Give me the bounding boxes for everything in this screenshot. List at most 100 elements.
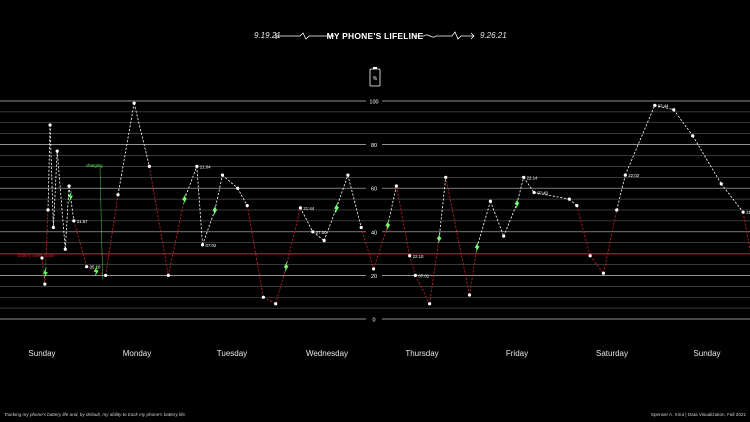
battery-icon-tip [373, 67, 377, 69]
series-segment [692, 135, 722, 185]
series-segment [323, 207, 337, 241]
y-tick-label: 100 [369, 100, 378, 106]
end-date: 9.26.21 [480, 31, 507, 40]
data-point [195, 164, 199, 168]
series-segment [534, 192, 570, 200]
series-segment [568, 198, 578, 206]
annotation-leader [99, 167, 103, 280]
chart-title: MY PHONE'S LIFELINE [326, 31, 424, 41]
series-segment [624, 105, 656, 176]
data-point [67, 184, 71, 188]
charging-bolt-icon [283, 260, 289, 273]
data-point [428, 302, 432, 306]
series-segment [673, 109, 694, 137]
series-segment [73, 220, 88, 267]
data-point [43, 282, 47, 286]
time-label: 21:57 [77, 219, 88, 224]
data-point [502, 234, 506, 238]
data-point [147, 164, 151, 168]
series-segment [263, 296, 276, 305]
series-segment [300, 207, 314, 232]
time-label: 07:02 [206, 243, 217, 248]
series-segment [64, 185, 70, 250]
data-point [274, 302, 278, 306]
day-label: Tuesday [216, 349, 248, 358]
footer-credit: Spenser A. Xirut | Data Visualization, F… [650, 412, 746, 417]
footer-caption: Tracking my phone's battery life and, by… [4, 412, 187, 417]
series-segment [373, 225, 389, 269]
data-point [132, 101, 136, 105]
charging-bolt-icon [42, 266, 48, 279]
series-segment [347, 175, 362, 228]
series-segment [414, 275, 430, 304]
header-left-line [275, 32, 334, 40]
time-label: 21:04 [200, 164, 211, 169]
series-segment [246, 205, 264, 298]
series-segment [603, 209, 618, 274]
series-segment [148, 166, 169, 276]
time-label: 07:44 [658, 103, 669, 108]
series-segment [438, 177, 447, 239]
series-segment [576, 205, 591, 256]
time-label: 21:20 [746, 210, 750, 215]
series-segment [68, 185, 75, 221]
data-point [63, 247, 67, 251]
data-point [116, 193, 120, 197]
charging-bolt-icon [474, 241, 480, 254]
data-point [588, 254, 592, 258]
threshold-label: battery saver mode [18, 253, 55, 258]
series-segment [336, 174, 349, 208]
series-segment [56, 151, 66, 250]
data-point [322, 238, 326, 243]
data-point [346, 173, 350, 177]
series-segment [523, 177, 535, 193]
data-point [522, 175, 526, 179]
y-tick-label: 0 [372, 318, 375, 324]
series-segment [222, 174, 238, 189]
data-point [672, 108, 676, 112]
series-segment [133, 103, 150, 167]
series-segment [476, 201, 491, 248]
annotation-label: charging [86, 163, 103, 168]
data-point [220, 173, 225, 177]
data-point [104, 273, 108, 277]
series-segment [490, 201, 505, 237]
series-segment [184, 166, 198, 200]
ytick-bg [366, 97, 382, 105]
charging-bolt-icon [68, 190, 73, 203]
series-segment [275, 266, 287, 304]
series-segment [237, 188, 248, 206]
header-right-arrow [414, 31, 475, 40]
charging-bolt-icon [514, 197, 520, 210]
data-point [48, 123, 52, 127]
series-segment [503, 203, 518, 237]
data-point [85, 265, 89, 269]
charging-bolt-icon [182, 193, 187, 206]
data-point [245, 204, 249, 208]
series-segment [41, 257, 46, 285]
charging-bolt-icon [212, 204, 218, 216]
data-point [691, 134, 695, 138]
series-segment [360, 227, 374, 269]
data-point [532, 190, 536, 195]
data-point [236, 186, 240, 190]
time-label: 22:02 [628, 173, 639, 178]
day-label: Monday [122, 349, 152, 358]
y-tick-label: 60 [371, 187, 377, 193]
data-point [166, 273, 170, 277]
day-label: Friday [505, 349, 529, 358]
time-label: 07:01 [418, 273, 429, 278]
time-label: 21:44 [303, 206, 314, 211]
time-label: 22:10 [413, 254, 424, 259]
time-label: 07:00 [316, 230, 327, 235]
ytick-bg [366, 315, 382, 323]
day-label: Saturday [595, 349, 629, 358]
data-point [575, 204, 579, 208]
series-segment [202, 209, 216, 246]
series-segment [167, 199, 185, 276]
series-segment [516, 177, 525, 204]
charging-bolt-icon [334, 201, 339, 214]
data-point [371, 267, 376, 271]
series-segment [53, 151, 58, 228]
series-segment [720, 183, 744, 213]
